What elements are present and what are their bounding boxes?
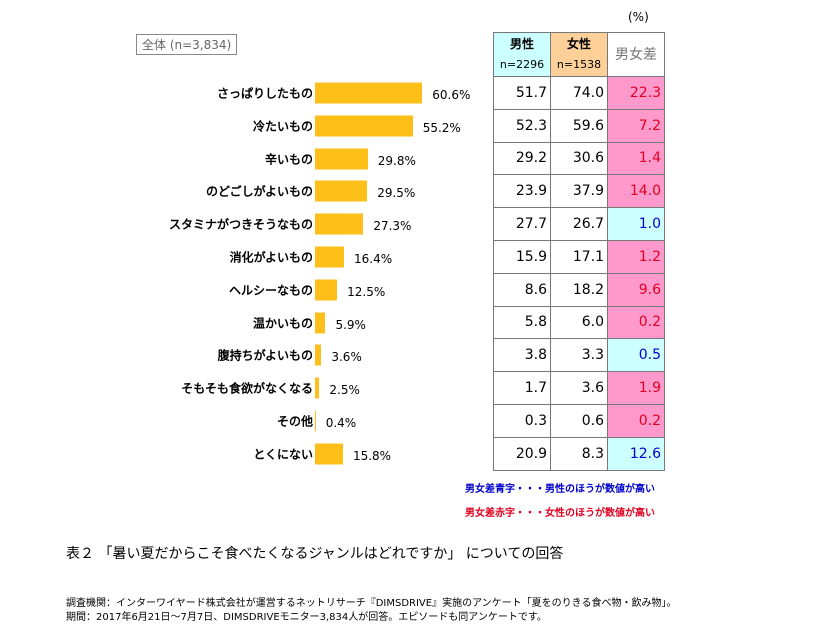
diff-header: 男女差 — [607, 32, 665, 77]
female-value: 8.3 — [550, 436, 608, 471]
bar — [315, 443, 343, 465]
value-label: 0.4% — [325, 416, 357, 430]
bar — [315, 246, 345, 268]
table-row: 15.9 17.1 1.2 — [493, 239, 665, 274]
table-row: 29.2 30.6 1.4 — [493, 141, 665, 176]
diff-value: 14.0 — [607, 174, 665, 209]
diff-value: 1.0 — [607, 207, 665, 241]
category-label: 冷たいもの — [252, 119, 313, 134]
diff-value: 1.2 — [607, 239, 665, 274]
note-red: 男女差赤字・・・女性のほうが数値が高い — [465, 508, 655, 519]
bar — [315, 148, 368, 170]
bar — [315, 115, 413, 137]
male-value: 20.9 — [493, 436, 551, 471]
female-value: 6.0 — [550, 305, 608, 340]
category-label: その他 — [276, 414, 313, 429]
female-header: 女性 n=1538 — [550, 32, 608, 77]
value-label: 16.4% — [354, 252, 393, 266]
note-blue: 男女差青字・・・男性のほうが数値が高い — [465, 484, 655, 495]
value-label: 12.5% — [347, 284, 386, 299]
diff-value: 1.4 — [607, 141, 665, 176]
diff-value: 22.3 — [607, 76, 665, 110]
table-row: 51.7 74.0 22.3 — [493, 76, 665, 110]
category-label: さっぱりしたもの — [216, 86, 313, 101]
table-row: 0.3 0.6 0.2 — [493, 403, 665, 438]
category-label: スタミナがつきそうなもの — [168, 217, 313, 232]
value-label: 60.6% — [432, 88, 471, 102]
female-value: 30.6 — [550, 141, 608, 176]
male-value: 3.8 — [493, 338, 551, 373]
diff-value: 7.2 — [607, 108, 665, 143]
female-value: 17.1 — [550, 239, 608, 274]
table-row: 1.7 3.6 1.9 — [493, 371, 665, 405]
male-value: 8.6 — [493, 272, 551, 307]
female-value: 3.6 — [550, 371, 608, 405]
bar — [315, 344, 322, 366]
category-label: 腹持ちがよいもの — [217, 348, 313, 363]
male-value: 52.3 — [493, 108, 551, 143]
value-label: 29.8% — [377, 153, 416, 168]
caption: 表２ 「暑い夏だからこそ食べたくなるジャンルはどれですか」 についての回答 — [66, 546, 564, 562]
footer-line-1: 調査機関：インターワイヤード株式会社が運営するネットリサーチ『DIMSDRIVE… — [66, 598, 677, 609]
male-value: 51.7 — [493, 76, 551, 110]
female-value: 37.9 — [550, 174, 608, 209]
female-value: 3.3 — [550, 338, 608, 373]
male-value: 15.9 — [493, 239, 551, 274]
male-value: 1.7 — [493, 371, 551, 405]
table-row: 3.8 3.3 0.5 — [493, 338, 665, 373]
footer-line-2: 期間：2017年6月21日～7月7日、DIMSDRIVEモニター3,834人が回… — [66, 612, 547, 623]
male-value: 5.8 — [493, 305, 551, 340]
category-label: 辛いもの — [264, 152, 313, 167]
category-label: のどごしがよいもの — [205, 184, 313, 199]
total-sample-label: 全体 (n=3,834) — [136, 34, 238, 55]
female-value: 74.0 — [550, 76, 608, 110]
value-label: 5.9% — [335, 317, 366, 332]
female-value: 18.2 — [550, 272, 608, 307]
diff-value: 9.6 — [607, 272, 665, 307]
category-label: ヘルシーなもの — [228, 283, 313, 298]
bar — [315, 279, 338, 301]
value-label: 15.8% — [352, 448, 392, 463]
category-label: 消化がよいもの — [229, 250, 313, 265]
table-row: 23.9 37.9 14.0 — [493, 174, 665, 209]
diff-value: 1.9 — [607, 371, 665, 405]
female-value: 26.7 — [550, 207, 608, 241]
table-row: 52.3 59.6 7.2 — [493, 108, 665, 143]
value-label: 2.5% — [329, 383, 360, 398]
table-row: 20.9 8.3 12.6 — [493, 436, 665, 471]
diff-value: 12.6 — [607, 436, 665, 471]
male-value: 0.3 — [493, 403, 551, 438]
bar — [315, 312, 326, 334]
male-header: 男性 n=2296 — [493, 32, 551, 77]
category-label: とくにない — [253, 447, 313, 462]
bar — [315, 213, 364, 235]
value-label: 29.5% — [377, 186, 416, 201]
male-value: 23.9 — [493, 174, 551, 209]
bar — [315, 410, 316, 432]
table-row: 8.6 18.2 9.6 — [493, 272, 665, 307]
value-label: 3.6% — [331, 350, 362, 365]
female-value: 0.6 — [550, 403, 608, 438]
value-label: 55.2% — [422, 120, 461, 135]
unit-label: (%) — [628, 10, 649, 24]
diff-value: 0.5 — [607, 338, 665, 373]
category-label: 温かいもの — [252, 316, 313, 331]
bar — [315, 180, 368, 202]
male-value: 27.7 — [493, 207, 551, 241]
category-label: そもそも食欲がなくなる — [181, 381, 313, 396]
female-value: 59.6 — [550, 108, 608, 143]
male-value: 29.2 — [493, 141, 551, 176]
gender-table: 男性 n=2296 女性 n=1538 男女差 51.7 74.0 22.3 52.3 59… — [493, 32, 665, 471]
bar — [315, 377, 320, 399]
diff-value: 0.2 — [607, 403, 665, 438]
table-row: 27.7 26.7 1.0 — [493, 207, 665, 241]
value-label: 27.3% — [373, 219, 412, 234]
table-row: 5.8 6.0 0.2 — [493, 305, 665, 340]
bar — [315, 82, 423, 104]
diff-value: 0.2 — [607, 305, 665, 340]
